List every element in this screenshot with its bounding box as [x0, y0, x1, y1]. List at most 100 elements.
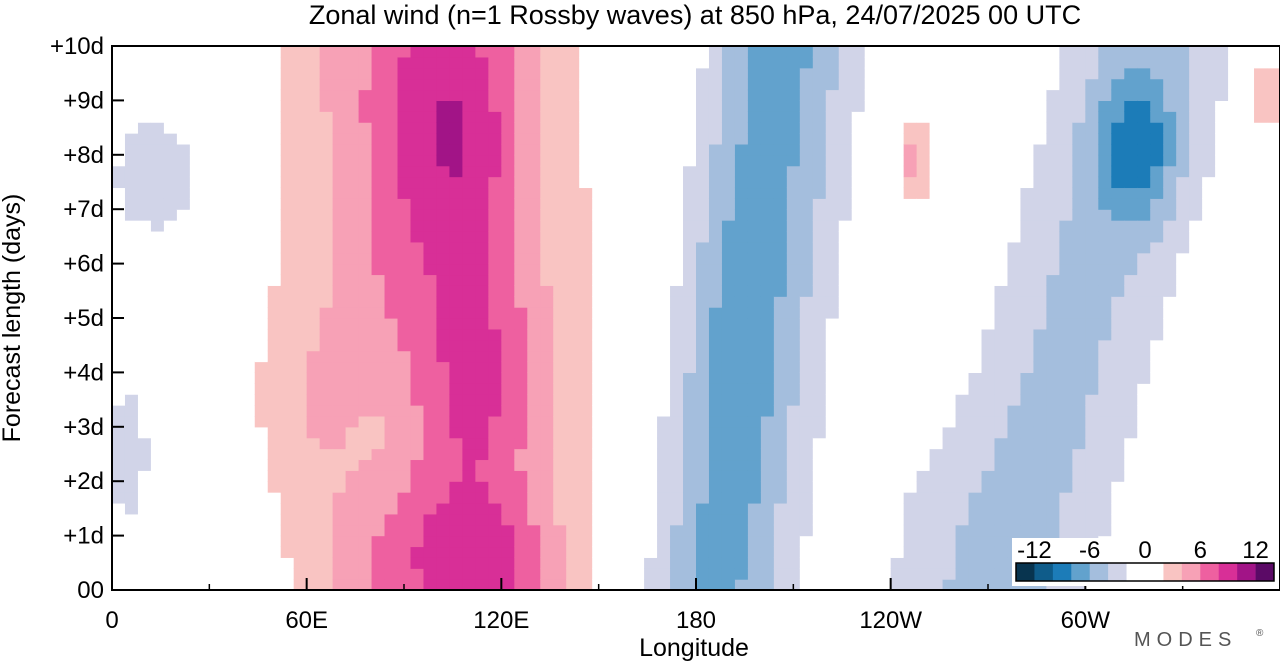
- contour-cell: [1111, 56, 1125, 69]
- contour-cell: [228, 296, 243, 308]
- contour-cell: [734, 350, 749, 363]
- contour-cell: [631, 350, 645, 363]
- contour-cell: [1020, 154, 1035, 167]
- contour-cell: [501, 502, 515, 515]
- contour-cell: [1163, 502, 1177, 515]
- contour-cell: [877, 165, 892, 178]
- contour-cell: [345, 415, 360, 428]
- contour-cell: [124, 78, 139, 91]
- contour-cell: [631, 459, 645, 471]
- contour-cell: [449, 241, 463, 254]
- contour-cell: [1176, 56, 1190, 69]
- contour-cell: [189, 56, 204, 69]
- contour-cell: [618, 394, 632, 406]
- contour-cell: [254, 285, 269, 297]
- contour-cell: [1202, 176, 1216, 189]
- contour-cell: [176, 230, 191, 243]
- contour-cell: [462, 133, 476, 145]
- contour-cell: [1228, 263, 1242, 276]
- contour-cell: [436, 470, 451, 482]
- contour-cell: [631, 133, 645, 145]
- contour-cell: [514, 350, 528, 363]
- contour-cell: [942, 285, 957, 297]
- contour-cell: [747, 383, 762, 395]
- contour-cell: [903, 448, 918, 461]
- contour-cell: [1228, 67, 1242, 80]
- contour-cell: [851, 557, 866, 569]
- contour-cell: [1059, 274, 1073, 286]
- contour-cell: [280, 252, 295, 265]
- contour-cell: [773, 133, 788, 145]
- contour-cell: [696, 56, 710, 69]
- contour-cell: [436, 524, 451, 537]
- contour-cell: [851, 100, 866, 112]
- contour-cell: [1189, 78, 1203, 91]
- contour-cell: [241, 579, 256, 591]
- contour-cell: [306, 394, 321, 406]
- contour-cell: [1085, 361, 1099, 373]
- contour-cell: [1020, 328, 1035, 341]
- contour-cell: [877, 220, 892, 232]
- contour-cell: [721, 524, 736, 537]
- contour-cell: [683, 524, 697, 537]
- contour-cell: [319, 502, 334, 515]
- contour-cell: [462, 143, 476, 156]
- contour-cell: [1241, 339, 1255, 352]
- contour-cell: [1124, 46, 1138, 58]
- contour-cell: [449, 78, 463, 91]
- contour-cell: [1189, 133, 1203, 145]
- contour-cell: [1098, 426, 1112, 439]
- contour-cell: [877, 230, 892, 243]
- contour-cell: [916, 318, 931, 330]
- contour-cell: [462, 274, 476, 286]
- contour-cell: [527, 568, 541, 580]
- contour-cell: [397, 89, 412, 101]
- contour-cell: [773, 296, 788, 308]
- contour-cell: [1150, 394, 1164, 406]
- contour-cell: [1020, 415, 1035, 428]
- contour-cell: [384, 252, 399, 265]
- contour-cell: [1124, 470, 1138, 482]
- contour-cell: [1020, 78, 1035, 91]
- contour-cell: [734, 339, 749, 352]
- contour-cell: [423, 350, 438, 363]
- contour-cell: [553, 405, 567, 417]
- contour-cell: [384, 405, 399, 417]
- contour-cell: [708, 122, 723, 134]
- contour-cell: [825, 100, 840, 112]
- contour-cell: [397, 209, 412, 221]
- contour-cell: [1241, 470, 1255, 482]
- contour-cell: [747, 502, 762, 515]
- contour-cell: [618, 89, 632, 101]
- contour-cell: [592, 350, 606, 363]
- contour-cell: [293, 230, 308, 243]
- contour-cell: [592, 502, 606, 515]
- contour-cell: [1150, 111, 1164, 123]
- contour-cell: [579, 535, 593, 548]
- contour-cell: [280, 535, 295, 548]
- contour-cell: [657, 241, 671, 254]
- contour-cell: [345, 46, 360, 58]
- contour-cell: [994, 154, 1009, 167]
- contour-cell: [592, 198, 606, 210]
- contour-cell: [1215, 328, 1229, 341]
- contour-cell: [825, 263, 840, 276]
- contour-cell: [215, 122, 230, 134]
- contour-cell: [1059, 405, 1073, 417]
- contour-cell: [176, 557, 191, 569]
- contour-cell: [721, 111, 736, 123]
- contour-cell: [384, 481, 399, 493]
- contour-cell: [332, 524, 347, 537]
- contour-cell: [605, 328, 619, 341]
- contour-cell: [293, 111, 308, 123]
- contour-cell: [708, 437, 723, 450]
- contour-cell: [423, 198, 438, 210]
- contour-cell: [293, 274, 308, 286]
- contour-cell: [228, 67, 243, 80]
- contour-cell: [683, 78, 697, 91]
- contour-cell: [527, 470, 541, 482]
- contour-cell: [358, 535, 373, 548]
- contour-cell: [358, 437, 373, 450]
- contour-cell: [345, 502, 360, 515]
- contour-cell: [1124, 383, 1138, 395]
